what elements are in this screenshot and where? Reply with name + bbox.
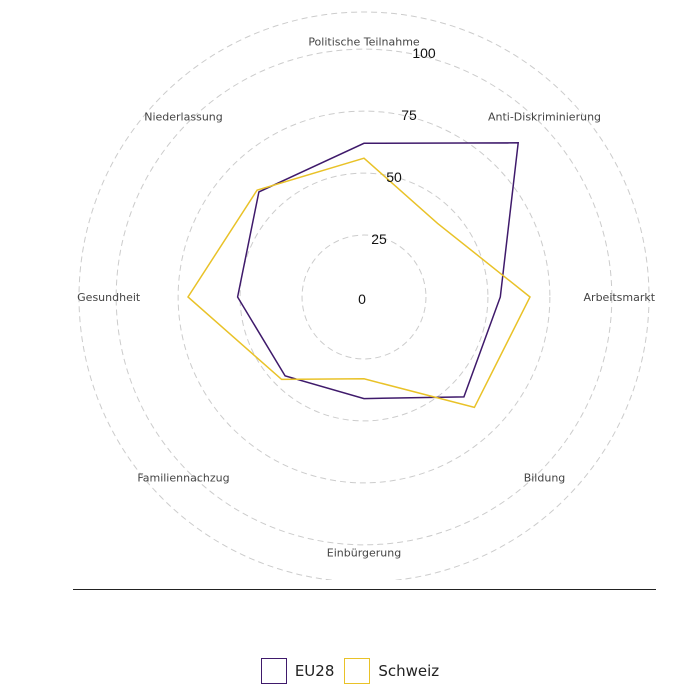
axis-label-einburgerung: Einbürgerung bbox=[327, 546, 401, 559]
legend-label-schweiz: Schweiz bbox=[378, 662, 440, 680]
grid-ring-100 bbox=[115, 48, 613, 546]
grid-ring-115 bbox=[78, 11, 650, 580]
grid-ring-25 bbox=[301, 234, 427, 360]
axis-label-gesundheit: Gesundheit bbox=[77, 291, 141, 304]
grid-rings bbox=[78, 11, 650, 580]
series-eu28-polygon bbox=[236, 142, 520, 400]
radar-chart: 0 25 50 75 100 Politische Teilnahme Anti-Disk… bbox=[77, 11, 656, 580]
axis-label-arbeitsmarkt: Arbeitsmarkt bbox=[584, 291, 656, 304]
radial-tick-labels: 0 25 50 75 100 bbox=[358, 45, 436, 307]
legend-swatch-eu28 bbox=[260, 658, 287, 684]
grid-ring-50 bbox=[239, 172, 489, 422]
axis-labels: Politische Teilnahme Anti-Diskriminierung… bbox=[77, 36, 656, 560]
legend-item-schweiz: Schweiz bbox=[344, 658, 439, 684]
legend-label-eu28: EU28 bbox=[294, 662, 335, 680]
tick-label-100: 100 bbox=[412, 45, 436, 61]
axis-label-bildung: Bildung bbox=[524, 472, 566, 485]
tick-label-75: 75 bbox=[401, 107, 417, 123]
axis-label-familiennachzug: Familiennachzug bbox=[137, 472, 229, 485]
grid-ring-75 bbox=[177, 110, 551, 484]
legend-divider bbox=[73, 589, 656, 590]
tick-label-50: 50 bbox=[386, 169, 402, 185]
axis-label-politische-teilnahme: Politische Teilnahme bbox=[308, 36, 420, 49]
legend-swatch-schweiz bbox=[344, 658, 371, 684]
legend: EU28 Schweiz bbox=[0, 656, 700, 686]
series-schweiz-polygon bbox=[187, 157, 531, 409]
axis-label-niederlassung: Niederlassung bbox=[144, 111, 223, 124]
series-layer bbox=[187, 142, 531, 409]
tick-label-0: 0 bbox=[358, 291, 366, 307]
axis-label-anti-diskriminierung: Anti-Diskriminierung bbox=[488, 111, 601, 124]
tick-label-25: 25 bbox=[371, 231, 387, 247]
legend-item-eu28: EU28 bbox=[260, 658, 335, 684]
